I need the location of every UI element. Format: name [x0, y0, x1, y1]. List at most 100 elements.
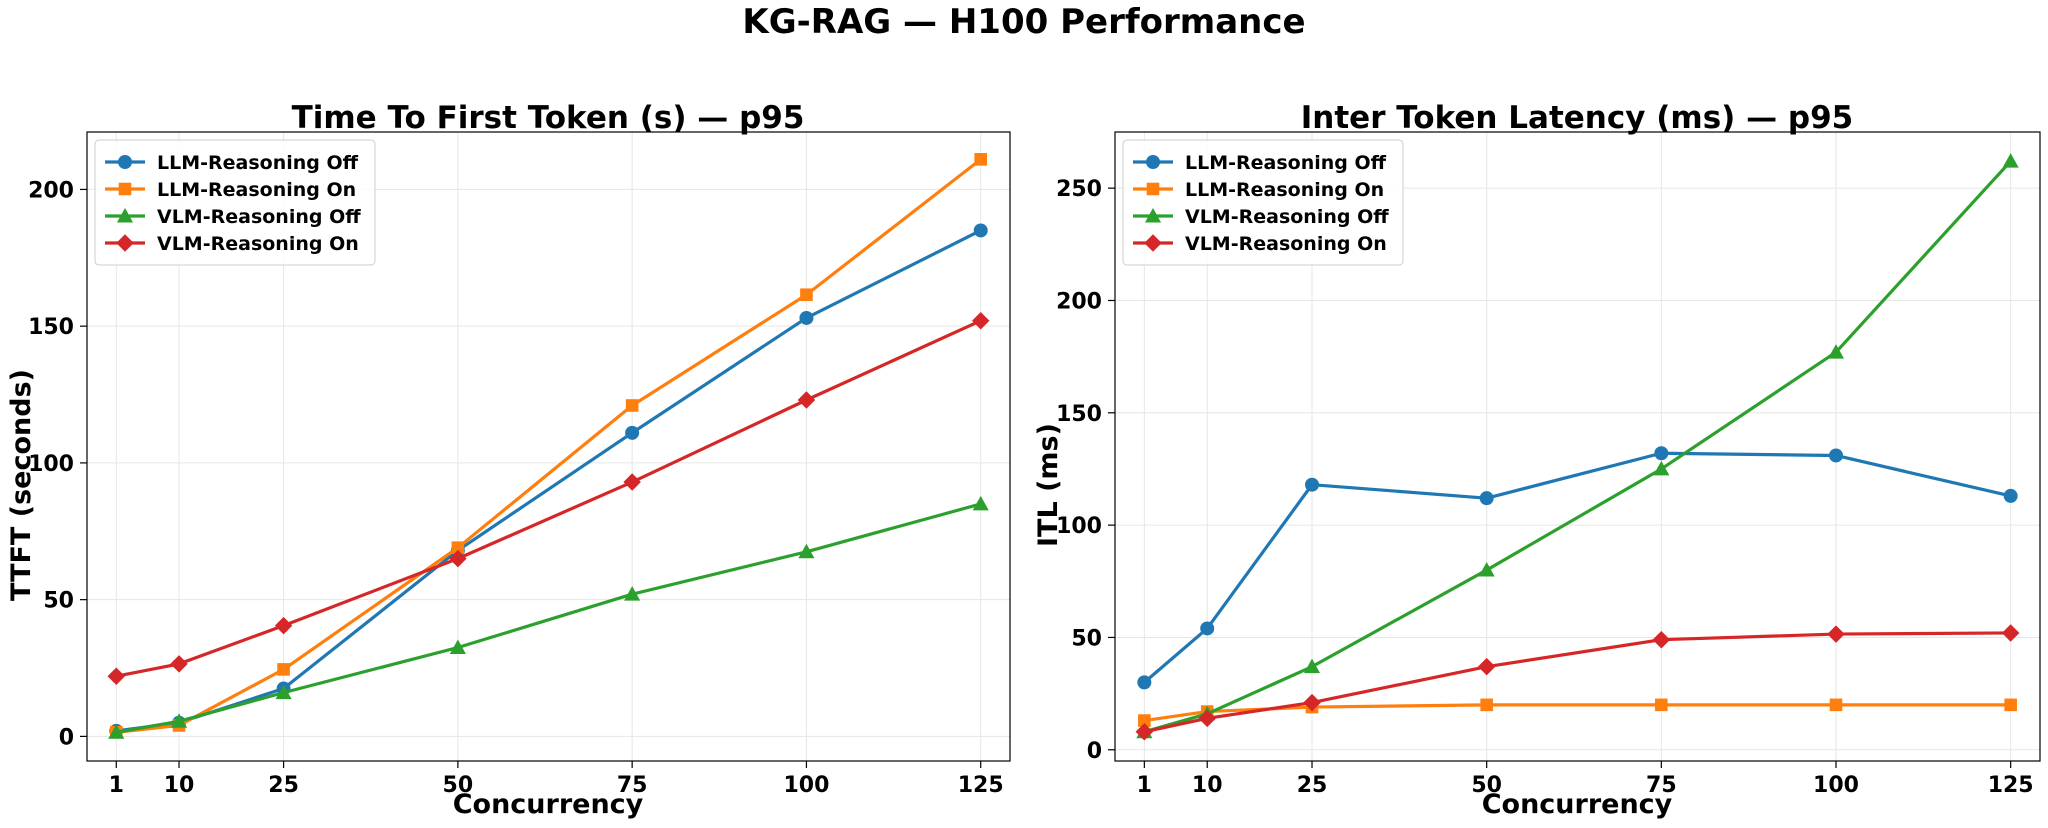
x-tick-label: 50	[1471, 773, 1502, 798]
data-point	[1305, 477, 1320, 492]
data-point	[1479, 491, 1494, 506]
legend-swatch-marker	[116, 234, 134, 252]
data-point	[798, 543, 815, 559]
data-point	[1652, 630, 1671, 649]
data-point	[974, 153, 988, 166]
legend-box	[1122, 139, 1404, 266]
data-point	[451, 541, 465, 554]
legend-item: VLM-Reasoning Off	[105, 206, 361, 228]
figure-title: KG-RAG — H100 Performance	[742, 2, 1305, 42]
legend-swatch-marker	[118, 182, 132, 196]
data-point	[625, 425, 640, 440]
data-point	[623, 473, 641, 491]
series-line	[115, 319, 982, 678]
chart-title: Time To First Token (s) — p95	[292, 100, 805, 136]
x-tick-label: 25	[1297, 773, 1328, 798]
data-point	[274, 616, 293, 635]
data-point	[1303, 658, 1321, 674]
data-point	[1477, 657, 1496, 676]
data-point	[1478, 562, 1495, 577]
legend-label: VLM-Reasoning Off	[157, 206, 361, 228]
series-llm-reasoning-off	[109, 223, 988, 738]
legend-swatch-marker	[1146, 182, 1160, 196]
series-vlm-reasoning-on	[107, 311, 990, 685]
series-line	[1143, 451, 2012, 684]
data-point	[277, 663, 290, 676]
legend-item: LLM-Reasoning On	[105, 179, 356, 201]
data-point	[971, 311, 990, 330]
series-llm-reasoning-off	[1137, 446, 2018, 690]
data-point	[624, 586, 641, 601]
legend-swatch-marker	[1144, 234, 1162, 252]
data-point	[449, 639, 466, 654]
x-tick-label: 75	[1646, 773, 1677, 798]
plot-frame	[1114, 131, 2041, 762]
x-tick-label: 10	[164, 773, 195, 798]
data-point	[2003, 488, 2018, 503]
data-point	[1828, 448, 1843, 463]
data-point	[972, 495, 989, 511]
plot-frame	[86, 131, 1011, 762]
data-point	[275, 684, 292, 700]
data-point	[625, 399, 639, 412]
data-point	[1480, 698, 1493, 712]
y-tick-label: 50	[43, 589, 74, 614]
chart-title: Inter Token Latency (ms) — p95	[1301, 100, 1854, 136]
data-point	[1200, 621, 1215, 636]
y-tick-label: 250	[1056, 177, 1102, 202]
legend-swatch-marker	[1146, 155, 1160, 169]
legend-label: LLM-Reasoning Off	[1185, 152, 1387, 174]
data-point	[973, 223, 988, 238]
legend-swatch-marker	[1144, 207, 1162, 223]
legend-swatch-marker	[116, 207, 134, 223]
data-point	[107, 667, 126, 685]
y-tick-label: 0	[59, 725, 74, 750]
legend-label: VLM-Reasoning Off	[1185, 206, 1389, 228]
y-tick-label: 100	[1056, 514, 1102, 539]
data-point	[1137, 675, 1152, 690]
legend-item: VLM-Reasoning On	[1133, 233, 1387, 255]
legend-item: VLM-Reasoning On	[105, 233, 359, 255]
x-tick-label: 125	[958, 773, 1004, 798]
x-tick-label: 1	[109, 773, 124, 798]
data-point	[170, 713, 188, 728]
data-point	[1198, 709, 1216, 728]
data-point	[1655, 698, 1668, 712]
data-point	[799, 310, 814, 325]
x-tick-label: 25	[268, 773, 299, 798]
series-line	[116, 229, 982, 733]
legend-label: LLM-Reasoning On	[157, 179, 356, 201]
y-tick-label: 50	[1071, 626, 1102, 651]
data-point	[108, 724, 125, 739]
series-vlm-reasoning-off	[108, 495, 989, 739]
y-tick-label: 100	[28, 452, 74, 477]
x-tick-label: 1	[1137, 773, 1152, 798]
data-point	[2002, 153, 2019, 168]
legend-item: LLM-Reasoning On	[1133, 179, 1384, 201]
data-point	[449, 549, 467, 568]
legend-item: LLM-Reasoning Off	[1133, 152, 1387, 174]
y-axis-label: ITL (ms)	[1033, 423, 1064, 547]
data-point	[2001, 624, 2020, 642]
legend-label: VLM-Reasoning On	[157, 233, 359, 255]
legend-swatch-marker	[118, 155, 132, 169]
data-point	[1827, 625, 1845, 643]
y-tick-label: 150	[1056, 402, 1102, 427]
legend: LLM-Reasoning Off LLM-Reasoning On VLM-Rea…	[1122, 139, 1404, 266]
itl-chart: Inter Token Latency (ms) — p95 Concurren…	[1033, 100, 2041, 820]
data-point	[170, 655, 188, 673]
legend-label: VLM-Reasoning On	[1185, 233, 1387, 255]
y-axis-label: TTFT (seconds)	[6, 369, 37, 601]
y-tick-label: 0	[1087, 739, 1102, 764]
legend-label: LLM-Reasoning On	[1185, 179, 1384, 201]
x-tick-label: 100	[1813, 773, 1859, 798]
x-axis-label: Concurrency	[453, 789, 644, 820]
series-vlm-reasoning-on	[1135, 624, 2020, 741]
legend-item: VLM-Reasoning Off	[1133, 206, 1389, 228]
legend-label: LLM-Reasoning Off	[157, 152, 359, 174]
data-point	[1829, 698, 1843, 712]
x-tick-label: 10	[1192, 773, 1223, 798]
data-point	[1827, 344, 1845, 359]
